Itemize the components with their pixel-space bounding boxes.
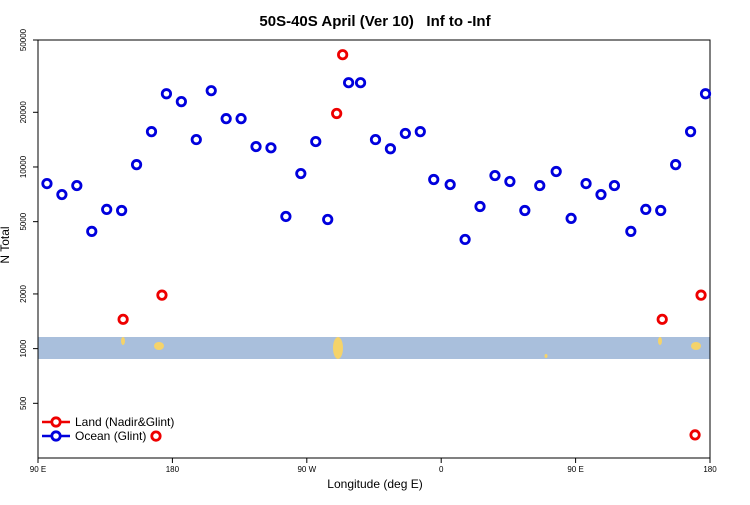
data-point	[550, 165, 562, 178]
data-point	[343, 77, 355, 89]
x-tick-label: 90 W	[297, 465, 316, 474]
land-shape	[121, 337, 125, 345]
land-map-band	[38, 337, 710, 359]
data-point	[489, 169, 501, 182]
data-point	[656, 313, 668, 325]
data-point	[695, 289, 707, 301]
data-point	[689, 429, 701, 441]
data-point	[337, 49, 349, 61]
data-point	[130, 159, 143, 171]
data-point	[399, 127, 411, 140]
data-point	[625, 225, 637, 237]
legend-marker	[50, 430, 62, 442]
data-point	[519, 204, 531, 217]
data-point	[41, 177, 53, 190]
data-point	[595, 188, 607, 201]
legend-marker	[50, 416, 62, 428]
x-axis-label: Longitude (deg E)	[327, 477, 422, 491]
data-point	[474, 200, 486, 213]
land-shape	[658, 337, 662, 345]
data-point	[565, 212, 577, 225]
y-tick-label: 500	[19, 396, 28, 410]
land-shape	[544, 354, 548, 358]
y-tick-label: 10000	[19, 155, 28, 178]
land-shape	[333, 337, 343, 359]
data-point	[459, 233, 471, 246]
data-point	[295, 167, 307, 180]
data-point	[428, 173, 440, 186]
data-point	[101, 203, 113, 216]
data-point	[56, 188, 68, 201]
y-tick-label: 20000	[19, 101, 28, 124]
data-point	[220, 113, 232, 125]
data-point	[160, 88, 173, 100]
data-point	[608, 179, 621, 192]
data-point	[150, 430, 162, 442]
x-tick-label: 180	[166, 465, 180, 474]
land-shape	[691, 342, 701, 350]
data-point	[116, 204, 128, 217]
map-band	[38, 337, 710, 359]
data-point	[322, 213, 334, 226]
data-point	[86, 225, 98, 237]
legend-label: Land (Nadir&Glint)	[75, 415, 174, 429]
data-point	[310, 135, 322, 148]
data-point	[504, 175, 516, 188]
data-point	[156, 289, 168, 301]
data-point	[250, 140, 262, 153]
x-tick-label: 90 E	[30, 465, 46, 474]
data-point	[235, 113, 247, 125]
legend-label: Ocean (Glint)	[75, 429, 146, 443]
data-point	[444, 178, 456, 191]
y-tick-label: 2000	[19, 284, 28, 302]
y-axis-label: N Total	[0, 226, 12, 263]
data-point	[117, 313, 129, 325]
data-point	[580, 177, 592, 190]
data-point	[684, 126, 697, 138]
data-point	[71, 179, 83, 192]
y-tick-label: 1000	[19, 339, 28, 357]
data-point	[331, 107, 343, 120]
data-point	[414, 126, 426, 138]
chart-title: 50S-40S April (Ver 10) Inf to -Inf	[259, 13, 491, 30]
data-point	[699, 88, 712, 100]
data-point	[670, 159, 682, 171]
x-tick-label: 180	[703, 465, 717, 474]
data-point	[384, 143, 397, 155]
data-point	[265, 142, 277, 154]
x-tick-label: 90 E	[567, 465, 583, 474]
data-point	[640, 203, 652, 216]
data-point	[205, 85, 217, 97]
data-point	[145, 126, 158, 138]
data-point	[190, 133, 202, 146]
data-point	[175, 96, 187, 108]
data-point	[534, 179, 546, 192]
data-point	[369, 133, 382, 146]
data-point	[655, 204, 667, 217]
y-tick-label: 50000	[19, 28, 28, 51]
x-tick-label: 0	[439, 465, 444, 474]
plot-frame	[37, 39, 711, 459]
data-point	[354, 77, 367, 89]
data-point	[280, 210, 292, 223]
land-shape	[154, 342, 164, 350]
y-tick-label: 5000	[19, 212, 28, 230]
